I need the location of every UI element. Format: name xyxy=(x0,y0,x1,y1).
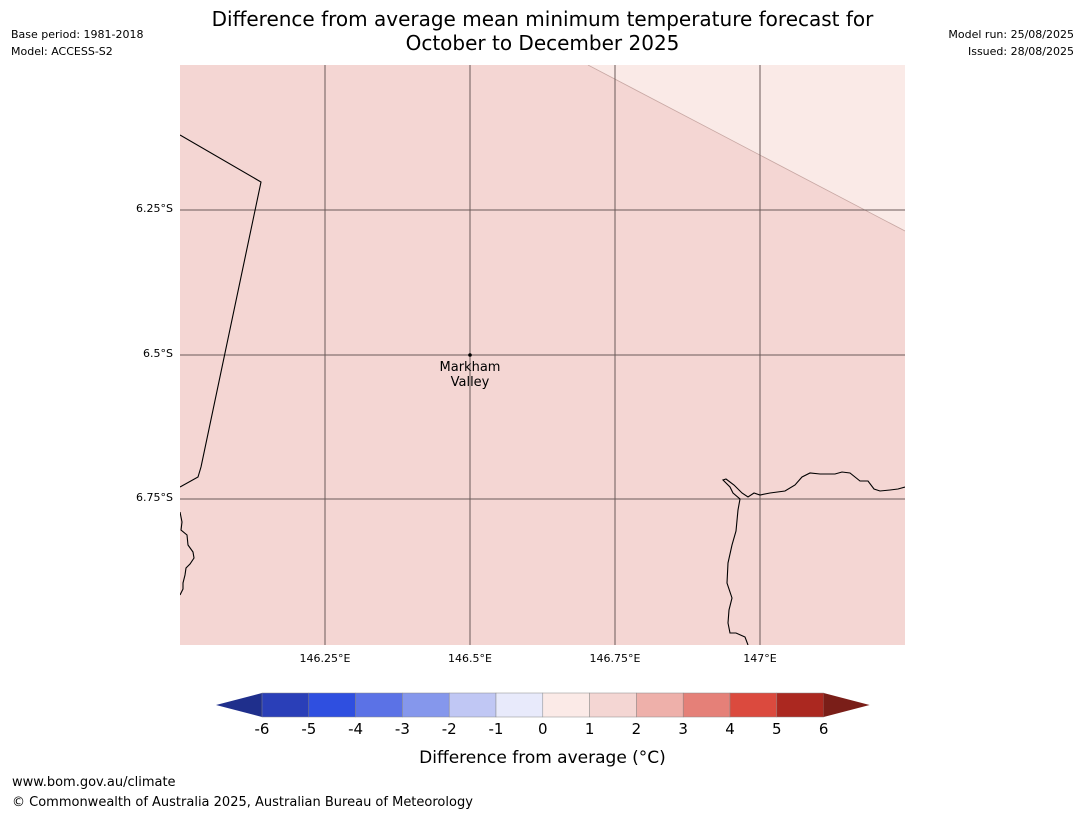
west-boundary xyxy=(180,134,262,488)
colorbar-tick-label: 0 xyxy=(538,720,548,738)
contour-edge xyxy=(587,65,905,232)
colorbar-segment xyxy=(402,692,450,718)
colorbar-segment xyxy=(448,692,497,718)
colorbar xyxy=(216,692,870,718)
lon-label-147: 147°E xyxy=(743,652,777,665)
colorbar-extend-low xyxy=(216,693,262,717)
lon-label-146-75: 146.75°E xyxy=(589,652,641,665)
markham-valley-marker xyxy=(468,353,472,357)
title-line-1: Difference from average mean minimum tem… xyxy=(211,7,874,31)
colorbar-segment xyxy=(308,692,356,718)
model-name: Model: ACCESS-S2 xyxy=(11,45,113,58)
colorbar-tick-label: -6 xyxy=(254,720,270,738)
gulf-coastline xyxy=(721,471,905,645)
footer-copyright: © Commonwealth of Australia 2025, Austra… xyxy=(12,795,473,810)
colorbar-segment xyxy=(729,692,778,718)
lon-label-146-5: 146.5°E xyxy=(448,652,492,665)
boundary-lines xyxy=(180,134,905,645)
colorbar-tick-label: -5 xyxy=(301,720,317,738)
place-name-line-2: Valley xyxy=(450,375,490,390)
colorbar-label: Difference from average (°C) xyxy=(419,748,666,768)
colorbar-tick-label: -4 xyxy=(348,720,364,738)
place-label-markham-valley: Markham Valley xyxy=(420,360,520,390)
meta-right: Model run: 25/08/2025 Issued: 28/08/2025 xyxy=(948,26,1074,60)
colorbar-tick-label: -3 xyxy=(394,720,410,738)
meta-left: Base period: 1981-2018 Model: ACCESS-S2 xyxy=(11,26,143,60)
place-name-line-1: Markham xyxy=(439,360,501,375)
colorbar-extend-high xyxy=(823,693,870,717)
colorbar-segment xyxy=(776,692,824,718)
colorbar-segment xyxy=(495,692,544,718)
colorbar-segment xyxy=(261,692,310,718)
colorbar-tick-label: 2 xyxy=(631,720,642,738)
footer-url: www.bom.gov.au/climate xyxy=(12,775,176,790)
colorbar-segment xyxy=(636,692,684,718)
colorbar-segment xyxy=(589,692,637,718)
colorbar-tick-label: -2 xyxy=(441,720,457,738)
colorbar-tick-label: 6 xyxy=(818,720,829,738)
lat-label-6-25: 6.25°S xyxy=(136,202,173,215)
lon-label-146-25: 146.25°E xyxy=(299,652,351,665)
colorbar-segment xyxy=(542,692,590,718)
west-coastline xyxy=(180,511,195,596)
issued-date: Issued: 28/08/2025 xyxy=(967,45,1074,58)
colorbar-tick-label: 3 xyxy=(678,720,688,738)
colorbar-segment xyxy=(355,692,403,718)
colorbar-tick-label: 5 xyxy=(772,720,782,738)
base-period: Base period: 1981-2018 xyxy=(11,28,144,41)
model-run: Model run: 25/08/2025 xyxy=(948,28,1074,41)
lat-label-6-75: 6.75°S xyxy=(136,491,173,504)
title-line-2: October to December 2025 xyxy=(405,31,680,55)
chart-title: Difference from average mean minimum tem… xyxy=(0,7,1085,55)
colorbar-segment xyxy=(682,692,731,718)
lat-label-6-5: 6.5°S xyxy=(143,347,173,360)
graticule xyxy=(180,65,905,645)
colorbar-tick-label: 1 xyxy=(584,720,595,738)
colorbar-tick-label: -1 xyxy=(488,720,504,738)
forecast-map xyxy=(180,65,905,645)
colorbar-tick-label: 4 xyxy=(725,720,735,738)
